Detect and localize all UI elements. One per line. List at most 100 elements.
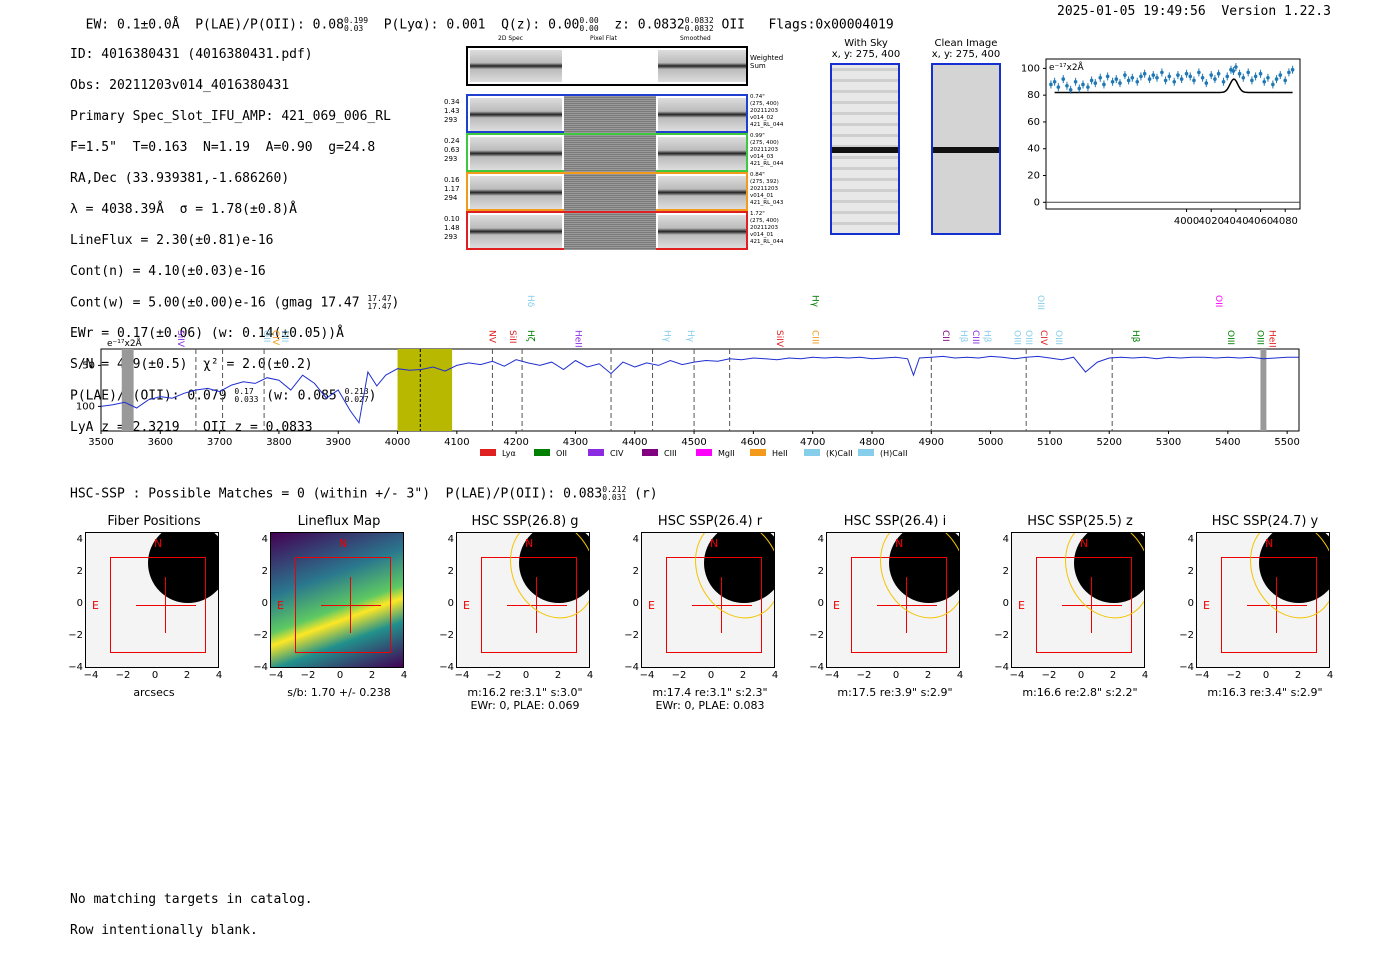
hsc-panel-image: N E [456, 532, 590, 668]
row-right-value: (275, 400) [750, 140, 779, 146]
spectrum-xtick-label: 4100 [444, 437, 469, 448]
zoom-point [1213, 77, 1217, 81]
spectrum-line-label: CIV [1038, 330, 1048, 346]
row-smoothed [658, 137, 746, 170]
hsc-xtick-label: 4 [956, 670, 964, 681]
hsc-ytick-label: −2 [439, 630, 454, 641]
hsc-east-label: E [277, 599, 284, 612]
hsc-east-label: E [1203, 599, 1210, 612]
legend-label: MgII [718, 449, 735, 458]
legend-swatch [588, 449, 604, 456]
hsc-xtick-label: 2 [1294, 670, 1302, 681]
hsc-ytick-label: −2 [1179, 630, 1194, 641]
zoom-point [1246, 70, 1251, 75]
info-params: F=1.5" T=0.163 N=1.19 A=0.90 g=24.8 [70, 139, 376, 155]
row-smoothed [658, 215, 746, 248]
header-plya: P(Lyα): 0.001 [383, 17, 486, 33]
col-2dspec: 2D Spec [498, 35, 523, 42]
zoom-point [1139, 74, 1143, 79]
hsc-bright-source [889, 533, 959, 603]
hsc-ytick-label: 4 [447, 534, 454, 545]
legend-label: CIII [664, 449, 677, 458]
col-smoothed: Smoothed [680, 35, 711, 42]
hsc-ytick-label: 4 [1187, 534, 1194, 545]
header-qz-lo: 0.00 [579, 24, 599, 33]
zoom-ytick-label: 80 [1027, 90, 1040, 101]
hsc-caption-1: m:16.6 re:2.8" s:2.2" [1022, 686, 1138, 699]
hsc-ytick-label: 2 [261, 566, 268, 577]
hsc-caption-1: m:17.5 re:3.9" s:2.9" [837, 686, 953, 699]
row-right-value: (275, 400) [750, 101, 779, 107]
zoom-point [1258, 71, 1263, 76]
hsc-xtick-label: −2 [486, 670, 502, 681]
zoom-point [1056, 85, 1061, 89]
spectrum-ytick-label: 50 [82, 360, 95, 371]
spectrum-xtick-label: 5100 [1037, 437, 1062, 448]
hsc-panel-title: HSC SSP(26.4) r [657, 514, 763, 529]
spectrum-line-label: Hβ [1130, 330, 1140, 343]
spectrum-xtick-label: 3800 [266, 437, 291, 448]
info-obs: Obs: 20211203v014_4016380431 [70, 77, 290, 93]
spectrum-line [100, 355, 1299, 425]
hsc-aperture-box [1036, 557, 1132, 653]
hsc-east-label: E [1018, 599, 1025, 612]
hsc-ytick-label: 4 [1002, 534, 1009, 545]
info-gmag-lo: 17.47 [367, 301, 392, 311]
zoom-point [1266, 75, 1270, 80]
hsc-xtick-label: 4 [400, 670, 408, 681]
hsc-xtick-label: 2 [1109, 670, 1117, 681]
zoom-point [1250, 78, 1254, 83]
row-2dspec [470, 176, 562, 209]
info-block: ID: 4016380431 (4016380431.pdf) Obs: 202… [70, 31, 399, 451]
info-primary: Primary Spec_Slot_IFU_AMP: 421_069_006_R… [70, 108, 391, 124]
info-lineflux: LineFlux = 2.30(±0.81)e-16 [70, 232, 274, 248]
hsc-xtick-label: −2 [671, 670, 687, 681]
zoom-point [1073, 79, 1078, 84]
spectrum-xtick-label: 3900 [326, 437, 351, 448]
header-z-hi: 0.0832 [684, 16, 714, 25]
row-pixelflat [564, 135, 656, 172]
hsc-xtick-label: −4 [268, 670, 284, 681]
row-right-value: 421_RL_044 [750, 122, 784, 128]
spectrum-line-label: CIV [270, 330, 280, 346]
zoom-point [1209, 73, 1214, 77]
hsc-xtick-label: −4 [639, 670, 655, 681]
info-sn: S/N = 4.9(±0.5) χ² = 2.0(±0.2) [70, 357, 313, 372]
zoom-point [1105, 74, 1110, 79]
hsc-panel-image: N E [270, 532, 404, 668]
row-right-value: 421_RL_044 [750, 161, 784, 167]
hsc-north-label: N [1265, 537, 1274, 550]
spectrum-xtick-label: 4500 [681, 437, 706, 448]
spectrum-line-label: CIII [810, 330, 820, 344]
spectrum-line-label: CII [940, 330, 950, 342]
cutout-row [466, 211, 748, 250]
hsc-caption-1: arcsecs [133, 686, 175, 699]
row-right-value: v014_01 [750, 232, 774, 238]
zoom-point [1241, 75, 1246, 80]
hsc-aperture-box [481, 557, 577, 653]
hsc-bright-source [148, 533, 218, 603]
hsc-ytick-label: −2 [253, 630, 268, 641]
zoom-point [1089, 78, 1094, 83]
hsc-xtick-label: −4 [83, 670, 99, 681]
cutout-row [466, 94, 748, 133]
zoom-ytick-label: 40 [1027, 144, 1040, 155]
header-z: z: 0.0832 [614, 17, 685, 33]
hsc-ytick-label: 0 [632, 598, 639, 609]
hsc-aperture-box [110, 557, 206, 653]
hsc-panel-image: N E [1196, 532, 1330, 668]
spectrum-xtick-label: 3600 [148, 437, 173, 448]
hsc-caption-1: s/b: 1.70 +/- 0.238 [287, 686, 391, 699]
zoom-point [1225, 74, 1230, 79]
hsc-xtick-label: 0 [336, 670, 344, 681]
hsc-lo: 0.031 [602, 493, 627, 502]
legend-swatch [696, 449, 712, 456]
hsc-ytick-label: −4 [68, 662, 83, 673]
spectrum-line-label: OIII [1035, 295, 1045, 310]
hsc-xtick-label: 0 [1077, 670, 1085, 681]
spectrum-ytick-label: 100 [76, 401, 95, 412]
row-pixelflat [564, 174, 656, 211]
hsc-ytick-label: 0 [1187, 598, 1194, 609]
zoom-xtick-label: 4040 [1223, 216, 1248, 227]
zoom-ytick-label: 0 [1034, 197, 1040, 208]
